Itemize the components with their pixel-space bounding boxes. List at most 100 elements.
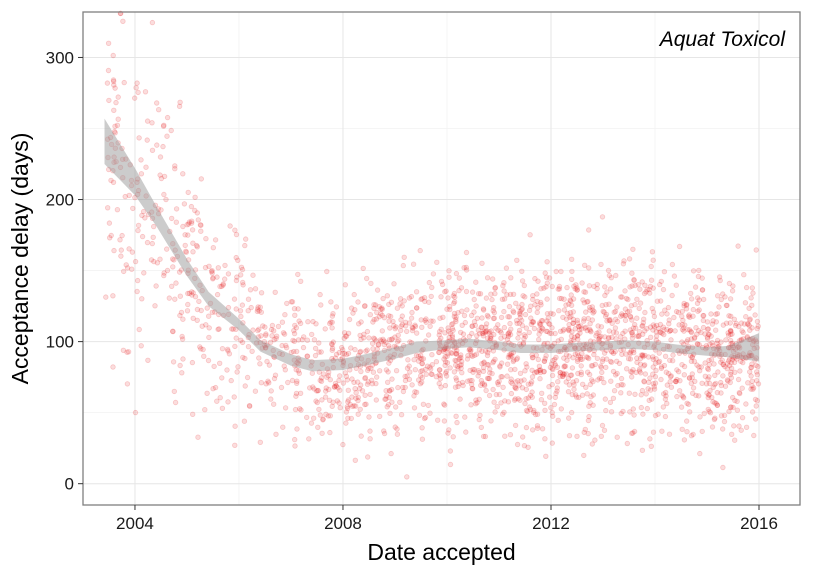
scatter-point xyxy=(271,337,277,343)
scatter-point xyxy=(754,398,760,404)
scatter-point xyxy=(438,384,444,390)
scatter-point xyxy=(738,427,744,433)
scatter-point xyxy=(640,354,646,360)
scatter-point xyxy=(590,307,596,313)
scatter-point xyxy=(283,342,289,349)
scatter-point xyxy=(471,367,478,373)
scatter-point xyxy=(603,407,609,414)
scatter-point xyxy=(334,398,340,404)
scatter-point xyxy=(487,366,493,372)
scatter-point xyxy=(505,330,511,337)
scatter-point xyxy=(215,265,221,271)
scatter-point xyxy=(458,362,464,368)
scatter-point xyxy=(640,331,646,337)
scatter-point xyxy=(488,335,494,342)
scatter-point xyxy=(141,270,147,276)
scatter-point xyxy=(737,368,743,374)
scatter-point xyxy=(692,334,698,340)
scatter-point xyxy=(256,355,262,361)
scatter-point xyxy=(712,372,718,379)
scatter-point xyxy=(327,429,333,436)
scatter-point xyxy=(613,336,619,342)
scatter-point xyxy=(449,334,456,340)
scatter-point xyxy=(161,191,167,198)
scatter-point xyxy=(333,383,339,389)
scatter-point xyxy=(345,350,352,357)
scatter-point xyxy=(548,310,554,316)
scatter-point xyxy=(599,369,605,376)
scatter-point xyxy=(531,325,538,332)
scatter-point xyxy=(566,382,573,388)
scatter-point xyxy=(488,291,494,297)
scatter-point xyxy=(574,320,581,326)
scatter-point xyxy=(641,363,647,369)
scatter-point xyxy=(114,206,121,213)
scatter-point xyxy=(694,341,700,347)
scatter-point xyxy=(601,379,607,386)
scatter-point xyxy=(530,296,536,303)
scatter-point xyxy=(658,278,664,285)
scatter-point xyxy=(478,377,485,384)
scatter-point xyxy=(623,295,630,302)
scatter-point xyxy=(668,327,674,334)
scatter-point xyxy=(343,352,350,358)
scatter-point xyxy=(498,335,504,341)
scatter-point xyxy=(595,377,601,383)
scatter-point xyxy=(574,287,580,293)
scatter-point xyxy=(654,298,661,304)
scatter-point xyxy=(457,362,463,368)
scatter-point xyxy=(222,262,228,269)
scatter-point xyxy=(681,328,687,334)
scatter-point xyxy=(188,203,195,210)
scatter-point xyxy=(622,288,628,294)
scatter-point xyxy=(209,309,215,315)
scatter-point xyxy=(522,294,528,300)
scatter-point xyxy=(713,311,719,317)
scatter-point xyxy=(652,360,659,366)
scatter-point xyxy=(143,164,149,170)
scatter-point xyxy=(500,283,506,289)
scatter-point xyxy=(242,383,248,389)
scatter-point xyxy=(653,333,660,339)
scatter-point xyxy=(442,382,449,389)
scatter-point xyxy=(633,369,639,376)
scatter-point xyxy=(362,303,368,309)
scatter-point xyxy=(546,384,552,390)
scatter-point xyxy=(495,327,501,333)
scatter-point xyxy=(713,380,719,387)
scatter-point xyxy=(387,388,393,394)
scatter-point xyxy=(724,360,730,367)
scatter-point xyxy=(369,381,375,387)
scatter-point xyxy=(699,287,706,293)
scatter-point xyxy=(597,375,603,381)
scatter-point xyxy=(150,223,157,230)
scatter-point xyxy=(296,318,302,324)
scatter-point xyxy=(173,280,179,286)
scatter-point xyxy=(673,282,679,288)
scatter-point xyxy=(570,296,577,302)
scatter-point xyxy=(646,286,652,293)
scatter-point xyxy=(661,269,668,275)
scatter-point xyxy=(632,391,638,397)
scatter-point xyxy=(210,386,216,392)
scatter-point xyxy=(626,308,633,314)
scatter-point xyxy=(344,404,350,410)
scatter-point xyxy=(690,431,696,438)
scatter-point xyxy=(577,354,584,360)
scatter-point xyxy=(161,270,167,276)
scatter-point xyxy=(748,364,754,371)
scatter-point xyxy=(700,317,706,324)
scatter-point xyxy=(248,304,254,311)
scatter-point xyxy=(609,320,615,326)
scatter-point xyxy=(453,358,459,364)
scatter-point xyxy=(504,292,510,298)
scatter-point xyxy=(422,317,428,324)
scatter-point xyxy=(707,380,713,387)
scatter-point xyxy=(131,95,138,101)
scatter-point xyxy=(714,311,721,317)
scatter-point xyxy=(111,82,117,88)
scatter-point xyxy=(339,350,346,356)
scatter-point xyxy=(239,302,246,308)
scatter-point xyxy=(694,300,701,306)
